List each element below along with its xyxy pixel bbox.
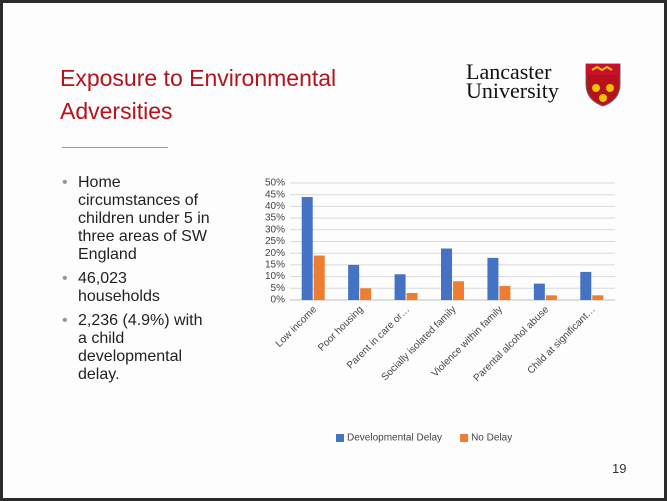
bar [580, 271, 592, 300]
bullet: Home circumstances of children under 5 i… [62, 174, 212, 264]
bullet-list: Home circumstances of children under 5 i… [62, 174, 212, 390]
bar [348, 264, 360, 300]
bar [533, 283, 545, 300]
bullet: 2,236 (4.9%) with a child developmental … [62, 312, 212, 384]
y-tick-label: 30% [265, 224, 285, 235]
legend-swatch [336, 434, 344, 442]
bar [313, 255, 325, 300]
bar [499, 285, 511, 300]
slide-title: Exposure to Environmental Adversities [60, 65, 337, 124]
legend-label: Developmental Delay [347, 433, 442, 444]
y-tick-label: 5% [271, 283, 286, 294]
y-tick-label: 20% [265, 248, 285, 259]
logo-line: University [466, 78, 559, 103]
logo-shield [585, 63, 621, 107]
x-tick-label: Low income [274, 304, 320, 350]
bar [301, 197, 313, 300]
y-tick-label: 45% [265, 189, 285, 200]
y-tick-label: 15% [265, 260, 285, 271]
y-tick-label: 10% [265, 271, 285, 282]
bar [545, 295, 557, 300]
y-tick-label: 25% [265, 236, 285, 247]
page-number: 19 [612, 461, 627, 476]
y-tick-label: 40% [265, 201, 285, 212]
y-tick-label: 35% [265, 213, 285, 224]
bar [592, 295, 604, 300]
y-tick-label: 0% [271, 295, 286, 306]
bar [487, 257, 499, 300]
legend-label: No Delay [471, 433, 512, 444]
bullet: 46,023 households [62, 270, 212, 306]
x-tick-label: Parental alcohol abuse [472, 304, 552, 384]
bar [441, 248, 452, 300]
legend-swatch [460, 434, 469, 442]
x-tick-label: Poor housing [316, 304, 365, 353]
y-tick-label: 50% [265, 178, 285, 189]
bar [394, 274, 406, 300]
logo: Lancaster University [466, 59, 559, 103]
bar [360, 288, 372, 300]
logo-line: Lancaster [466, 59, 552, 84]
bar [453, 281, 464, 300]
title-rule [62, 147, 168, 148]
bar [406, 292, 418, 300]
